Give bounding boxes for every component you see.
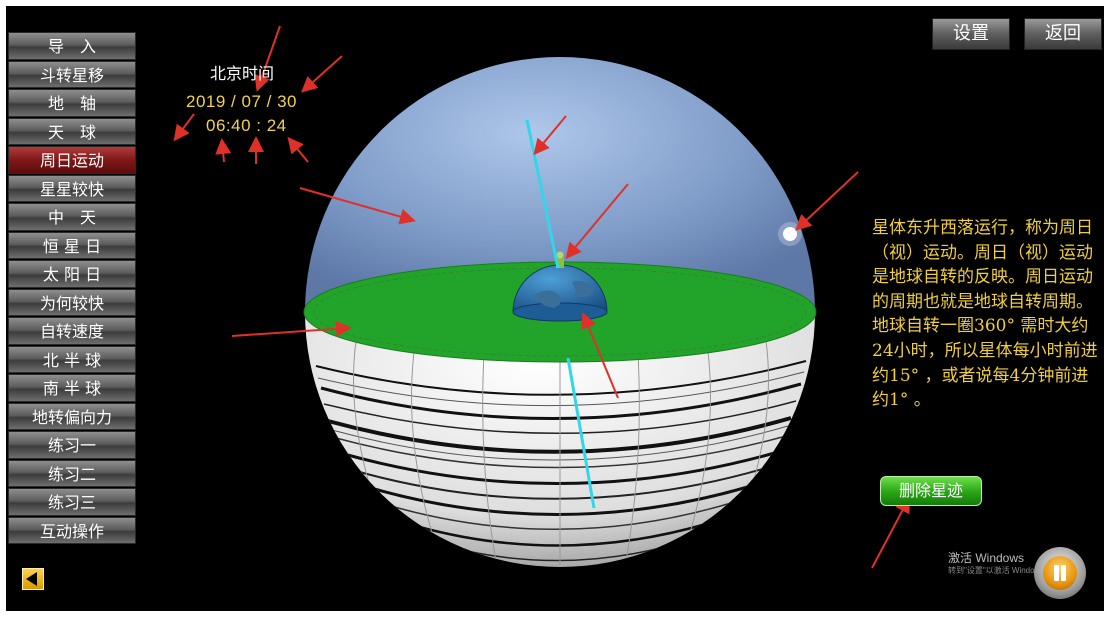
menu-item-sidereal-day[interactable]: 恒 星 日 [8, 231, 136, 259]
observer-icon[interactable] [556, 251, 564, 269]
menu-item-exercise-1[interactable]: 练习一 [8, 431, 136, 459]
menu-item-culmination[interactable]: 中 天 [8, 203, 136, 231]
annotation-arrows [173, 25, 910, 569]
pause-button[interactable] [1034, 547, 1086, 599]
menu-item-celestial-sphere[interactable]: 天 球 [8, 117, 136, 145]
activation-watermark-subtitle: 转到"设置"以激活 Windows。 [948, 566, 1043, 575]
celestial-dome [305, 57, 815, 312]
menu-item-southern-hemisphere[interactable]: 南 半 球 [8, 374, 136, 402]
menu-item-earth-axis[interactable]: 地 轴 [8, 89, 136, 117]
pause-icon [1043, 556, 1077, 590]
menu-item-interactive[interactable]: 互动操作 [8, 516, 136, 544]
earth-axis [525, 119, 560, 269]
menu-item-coriolis-force[interactable]: 地转偏向力 [8, 402, 136, 430]
menu-item-import[interactable]: 导 入 [8, 32, 136, 60]
menu-item-northern-hemisphere[interactable]: 北 半 球 [8, 345, 136, 373]
menu-item-why-faster[interactable]: 为何较快 [8, 288, 136, 316]
settings-button[interactable]: 设置 [932, 18, 1010, 50]
back-arrow-icon[interactable] [22, 568, 44, 590]
clock-label: 北京时间 [210, 64, 275, 83]
menu-item-stars-faster[interactable]: 星星较快 [8, 174, 136, 202]
menu-item-diurnal-motion[interactable]: 周日运动 [8, 146, 136, 174]
menu-item-solar-day[interactable]: 太 阳 日 [8, 260, 136, 288]
menu-item-rotation-speed[interactable]: 自转速度 [8, 317, 136, 345]
app-stage: 导 入 斗转星移 地 轴 天 球 周日运动 星星较快 中 天 恒 星 日 太 阳… [6, 6, 1104, 611]
celestial-sphere-scene[interactable] [6, 6, 1104, 611]
menu-item-exercise-2[interactable]: 练习二 [8, 459, 136, 487]
description-text: 星体东升西落运行，称为周日（视）运动。周日（视）运动是地球自转的反映。周日运动的… [872, 218, 1098, 411]
return-button[interactable]: 返回 [1024, 18, 1102, 50]
menu-item-star-shift[interactable]: 斗转星移 [8, 60, 136, 88]
delete-trails-button[interactable]: 删除星迹 [880, 476, 982, 506]
menu-item-exercise-3[interactable]: 练习三 [8, 488, 136, 516]
clock-date[interactable]: 2019 / 07 / 30 [186, 92, 297, 111]
star-icon[interactable] [783, 227, 797, 241]
clock-time[interactable]: 06:40 : 24 [206, 116, 287, 135]
sidebar-menu: 导 入 斗转星移 地 轴 天 球 周日运动 星星较快 中 天 恒 星 日 太 阳… [8, 32, 136, 545]
activation-watermark-title: 激活 Windows [948, 551, 1025, 565]
